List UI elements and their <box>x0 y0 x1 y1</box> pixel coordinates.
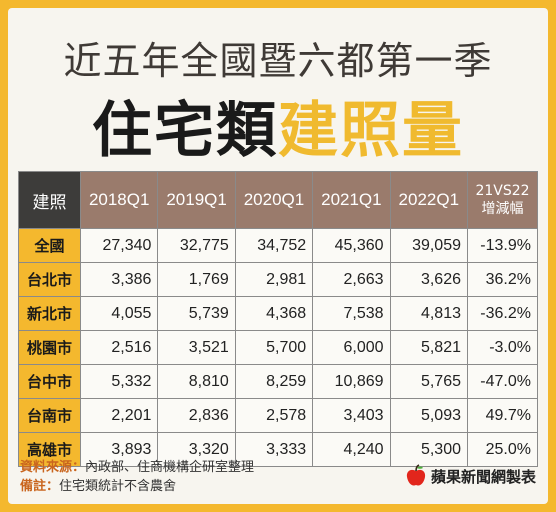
apple-icon <box>406 464 426 486</box>
value-cell: 5,765 <box>389 364 469 399</box>
value-cell: 4,813 <box>389 296 469 331</box>
change-cell: -47.0% <box>467 364 538 399</box>
logo-text: 蘋果新聞網製表 <box>430 467 536 486</box>
value-cell: 39,059 <box>389 228 469 263</box>
column-header: 2018Q1 <box>79 171 159 229</box>
value-cell: 2,516 <box>79 330 159 365</box>
region-cell: 桃園市 <box>18 330 81 365</box>
value-cell: 8,259 <box>234 364 314 399</box>
value-cell: 2,578 <box>234 398 314 433</box>
corner-header: 建照 <box>18 171 81 229</box>
title-yellow-part: 建照量 <box>278 96 464 166</box>
value-cell: 3,521 <box>157 330 236 365</box>
value-cell: 32,775 <box>157 228 236 263</box>
table-row: 新北市 4,055 5,739 4,368 7,538 4,813 -36.2% <box>18 296 538 331</box>
remark-label: 備註： <box>20 479 60 494</box>
value-cell: 8,810 <box>157 364 236 399</box>
vs-year-from: 21 <box>475 183 494 199</box>
permit-table: 建照 2018Q1 2019Q1 2020Q1 2021Q1 2022Q1 21… <box>18 171 538 467</box>
value-cell: 2,663 <box>312 262 391 297</box>
region-cell: 高雄市 <box>18 432 81 467</box>
value-cell: 1,769 <box>157 262 236 297</box>
value-cell: 5,300 <box>389 432 469 467</box>
remark-text: 住宅類統計不含農舍 <box>59 479 177 494</box>
table-row: 台南市 2,201 2,836 2,578 3,403 5,093 49.7% <box>18 398 538 433</box>
table-row: 台北市 3,386 1,769 2,981 2,663 3,626 36.2% <box>18 262 538 297</box>
value-cell: 3,403 <box>312 398 391 433</box>
value-cell: 2,201 <box>79 398 159 433</box>
table-row: 高雄市 3,893 3,320 3,333 4,240 5,300 25.0% <box>18 432 538 467</box>
table-header-row: 建照 2018Q1 2019Q1 2020Q1 2021Q1 2022Q1 21… <box>18 171 538 229</box>
change-label: 增減幅 <box>481 201 524 217</box>
value-cell: 4,055 <box>79 296 159 331</box>
source-text: 內政部、住商機構企研室整理 <box>85 460 255 475</box>
value-cell: 7,538 <box>312 296 391 331</box>
change-cell: 25.0% <box>467 432 538 467</box>
change-cell: -3.0% <box>467 330 538 365</box>
change-cell: -36.2% <box>467 296 538 331</box>
value-cell: 2,836 <box>157 398 236 433</box>
value-cell: 3,320 <box>157 432 236 467</box>
value-cell: 27,340 <box>79 228 159 263</box>
value-cell: 34,752 <box>234 228 314 263</box>
change-cell: 49.7% <box>467 398 538 433</box>
value-cell: 5,821 <box>389 330 469 365</box>
change-cell: 36.2% <box>467 262 538 297</box>
change-column-header: 21VS22 增減幅 <box>467 171 538 229</box>
value-cell: 5,332 <box>79 364 159 399</box>
region-cell: 全國 <box>18 228 81 263</box>
vs-year-to: 22 <box>511 183 530 199</box>
region-cell: 新北市 <box>18 296 81 331</box>
title-line-2: 住宅類建照量 <box>8 82 548 169</box>
value-cell: 5,093 <box>389 398 469 433</box>
value-cell: 6,000 <box>312 330 391 365</box>
title-black-part: 住宅類 <box>92 96 278 166</box>
publisher-logo: 蘋果新聞網製表 <box>404 464 536 488</box>
value-cell: 2,981 <box>234 262 314 297</box>
column-header: 2019Q1 <box>157 171 236 229</box>
footnotes: 資料來源：內政部、住商機構企研室整理 備註：住宅類統計不含農舍 <box>20 458 254 496</box>
table-row: 全國 27,340 32,775 34,752 45,360 39,059 -13.9% <box>18 228 538 263</box>
title-line-1: 近五年全國暨六都第一季 <box>63 39 493 83</box>
column-header: 2022Q1 <box>389 171 469 229</box>
value-cell: 4,368 <box>234 296 314 331</box>
region-cell: 台北市 <box>18 262 81 297</box>
value-cell: 5,700 <box>234 330 314 365</box>
value-cell: 3,626 <box>389 262 469 297</box>
region-cell: 台南市 <box>18 398 81 433</box>
value-cell: 45,360 <box>312 228 391 263</box>
change-cell: -13.9% <box>467 228 538 263</box>
table-row: 桃園市 2,516 3,521 5,700 6,000 5,821 -3.0% <box>18 330 538 365</box>
table-row: 台中市 5,332 8,810 8,259 10,869 5,765 -47.0% <box>18 364 538 399</box>
region-cell: 台中市 <box>18 364 81 399</box>
value-cell: 3,386 <box>79 262 159 297</box>
column-header: 2020Q1 <box>234 171 314 229</box>
value-cell: 10,869 <box>312 364 391 399</box>
infographic-card: 近五年全國暨六都第一季 住宅類建照量 建照 2018Q1 2019Q1 2020… <box>8 8 548 504</box>
value-cell: 4,240 <box>312 432 391 467</box>
value-cell: 5,739 <box>157 296 236 331</box>
vs-label: VS <box>493 183 512 199</box>
source-label: 資料來源： <box>20 460 86 475</box>
column-header: 2021Q1 <box>312 171 391 229</box>
